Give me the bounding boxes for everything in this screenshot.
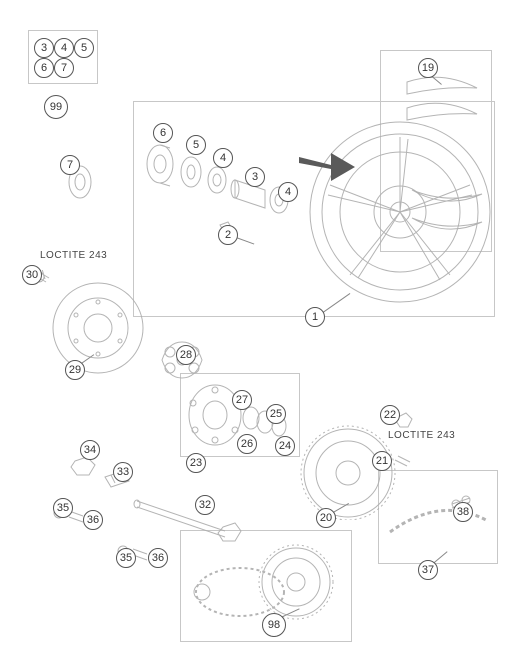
callout-7: 7: [60, 155, 80, 175]
callout-34: 34: [80, 440, 100, 460]
callout-19: 19: [418, 58, 438, 78]
callout-24: 24: [275, 436, 295, 456]
callout-26: 26: [237, 434, 257, 454]
callout-36: 36: [148, 548, 168, 568]
callout-7: 7: [54, 58, 74, 78]
callout-4: 4: [213, 148, 233, 168]
callout-21: 21: [372, 451, 392, 471]
callout-22: 22: [380, 405, 400, 425]
callout-4: 4: [278, 182, 298, 202]
diagram-canvas: LOCTITE 243 LOCTITE 243 3456799765434211…: [0, 0, 520, 656]
chain: [384, 478, 492, 556]
callout-5: 5: [74, 38, 94, 58]
callout-37: 37: [418, 560, 438, 580]
callout-2: 2: [218, 225, 238, 245]
callout-20: 20: [316, 508, 336, 528]
rim-decals: [392, 70, 487, 240]
callout-4: 4: [54, 38, 74, 58]
callout-23: 23: [186, 453, 206, 473]
callout-35: 35: [116, 548, 136, 568]
callout-5: 5: [186, 135, 206, 155]
callout-3: 3: [34, 38, 54, 58]
callout-6: 6: [153, 123, 173, 143]
callout-30: 30: [22, 265, 42, 285]
callout-1: 1: [305, 307, 325, 327]
brake-disc: [30, 270, 150, 380]
callout-3: 3: [245, 167, 265, 187]
callout-6: 6: [34, 58, 54, 78]
callout-35: 35: [53, 498, 73, 518]
callout-27: 27: [232, 390, 252, 410]
callout-99: 99: [44, 95, 68, 119]
callout-28: 28: [176, 345, 196, 365]
callout-29: 29: [65, 360, 85, 380]
callout-25: 25: [266, 404, 286, 424]
callout-36: 36: [83, 510, 103, 530]
callout-32: 32: [195, 495, 215, 515]
note-loctite-a: LOCTITE 243: [40, 250, 107, 261]
callout-98: 98: [262, 613, 286, 637]
hub-spacers: [55, 140, 315, 240]
callout-33: 33: [113, 462, 133, 482]
callout-38: 38: [453, 502, 473, 522]
note-loctite-b: LOCTITE 243: [388, 430, 455, 441]
